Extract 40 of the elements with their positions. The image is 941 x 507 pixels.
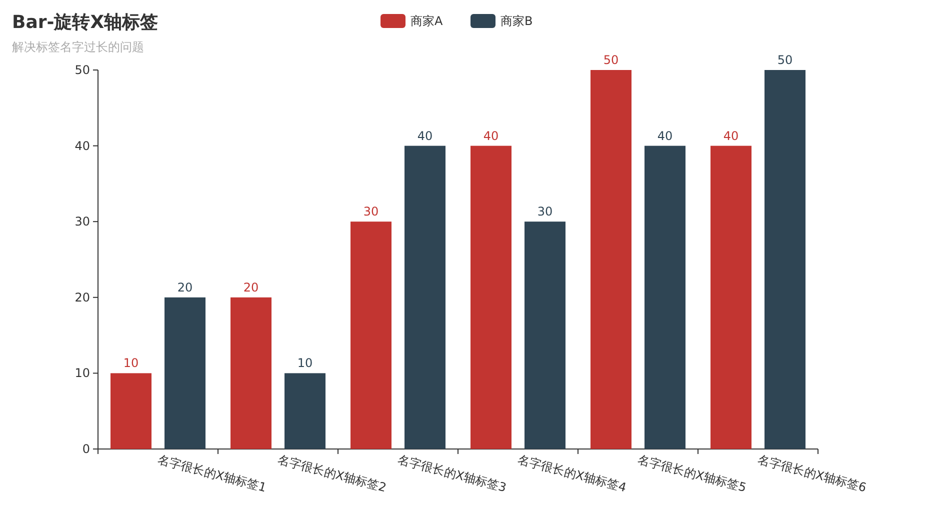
data-label: 40 xyxy=(483,128,499,143)
y-tick-label: 30 xyxy=(74,214,90,229)
chart-title: Bar-旋转X轴标签 xyxy=(12,12,158,33)
x-tick-label: 名字很长的X轴标签5 xyxy=(636,452,748,495)
data-label: 20 xyxy=(177,280,193,294)
bar xyxy=(284,373,326,449)
bar xyxy=(764,70,806,449)
data-label: 10 xyxy=(297,356,313,370)
data-label: 50 xyxy=(777,53,793,67)
y-tick-label: 10 xyxy=(74,366,90,380)
y-tick-label: 0 xyxy=(82,442,90,456)
bar xyxy=(404,146,446,449)
bar xyxy=(524,222,566,449)
bar xyxy=(110,373,152,449)
y-tick-label: 20 xyxy=(74,290,90,304)
y-tick-label: 50 xyxy=(74,63,90,77)
bar xyxy=(470,146,512,449)
bar xyxy=(164,297,206,449)
data-label: 50 xyxy=(603,53,619,67)
x-tick-label: 名字很长的X轴标签1 xyxy=(156,452,268,495)
bar xyxy=(710,146,752,449)
chart-subtitle: 解决标签名字过长的问题 xyxy=(12,40,144,54)
x-tick-label: 名字很长的X轴标签4 xyxy=(516,452,628,495)
data-label: 40 xyxy=(657,128,673,143)
x-tick-label: 名字很长的X轴标签6 xyxy=(756,452,868,495)
x-tick-label: 名字很长的X轴标签3 xyxy=(396,452,508,495)
x-tick-label: 名字很长的X轴标签2 xyxy=(276,452,388,495)
y-tick-label: 40 xyxy=(74,138,90,153)
bar xyxy=(590,70,632,449)
data-label: 30 xyxy=(363,204,379,219)
data-label: 40 xyxy=(723,128,739,143)
data-label: 40 xyxy=(417,128,433,143)
data-label: 10 xyxy=(123,356,139,370)
bar xyxy=(644,146,686,449)
data-label: 20 xyxy=(243,280,259,294)
legend-label: 商家B xyxy=(500,14,533,28)
bar xyxy=(230,297,272,449)
bar xyxy=(350,222,392,449)
legend-label: 商家A xyxy=(410,14,444,28)
data-label: 30 xyxy=(537,204,553,219)
